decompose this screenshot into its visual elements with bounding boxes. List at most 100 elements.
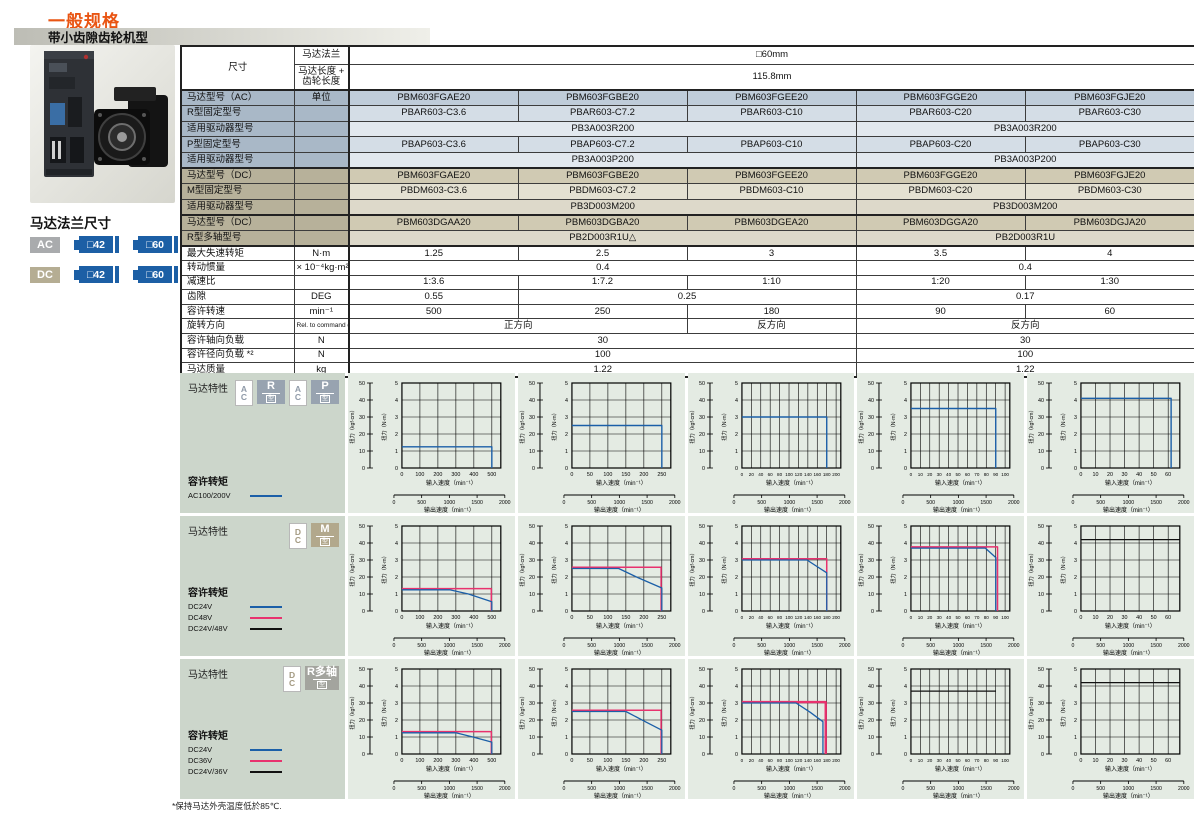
- spec-row: P型固定型号 PBAP603-C3.6 PBAP603-C7.2 PBAP603-C1…: [180, 136, 1194, 153]
- outer-y-tick-label: 0: [532, 609, 535, 615]
- inner-y-axis-label: 扭力（N·m）: [889, 553, 897, 584]
- spec-cell: PBM603FGBE20: [517, 166, 688, 185]
- inner-y-tick-label: 2: [1074, 718, 1077, 724]
- input-speed-tick-label: 200: [832, 472, 840, 477]
- input-speed-tick-label: 0: [910, 615, 913, 620]
- voltage-badge-letter: C: [240, 392, 248, 402]
- inner-y-tick-label: 3: [565, 558, 568, 564]
- outer-y-tick-label: 20: [699, 432, 705, 438]
- outer-y-axis-label: 扭力（kgf·cm）: [1027, 407, 1035, 443]
- input-speed-tick-label: 250: [657, 615, 666, 621]
- output-speed-tick-label: 0: [902, 643, 905, 649]
- outer-y-tick-label: 30: [699, 415, 705, 421]
- spec-table: 尺寸 马达法兰 □60mm 马达长度 + 齿轮长度 115.8mm 马达型号（A…: [180, 45, 1194, 379]
- outer-y-tick-label: 10: [868, 592, 874, 598]
- torque-legend-title: 容许转矩: [188, 731, 228, 742]
- input-speed-tick-label: 150: [621, 472, 630, 478]
- outer-y-tick-label: 40: [699, 398, 705, 404]
- inner-y-tick-label: 4: [735, 398, 738, 404]
- voltage-badge-letter: C: [294, 535, 302, 545]
- input-speed-tick-label: 60: [767, 615, 773, 620]
- spec-cell: PBM603FGAE20: [348, 166, 519, 185]
- inner-y-axis-label: 扭力（N·m）: [720, 410, 728, 441]
- input-speed-tick-label: 20: [928, 472, 934, 477]
- input-speed-tick-label: 80: [984, 472, 990, 477]
- outer-y-tick-label: 40: [529, 684, 535, 690]
- outer-y-tick-label: 0: [362, 752, 365, 758]
- motor-type-sub: 型: [319, 538, 330, 547]
- inner-y-tick-label: 2: [1074, 575, 1077, 581]
- output-speed-tick-label: 0: [562, 786, 565, 792]
- input-speed-tick-label: 140: [804, 472, 812, 477]
- inner-y-tick-label: 5: [395, 381, 398, 387]
- outer-y-tick-label: 30: [1038, 558, 1044, 564]
- header-flange-value: □60mm: [347, 45, 1194, 65]
- chart-cell: 0 10 20 30 40 50 扭力（kgf·cm） 扭力（N·m） 0 1 2 3 4 5 0 20 40 6…: [688, 516, 855, 657]
- spec-cell: PB2D003R1U△: [348, 229, 857, 247]
- input-speed-axis-label: 输入速度（min⁻¹）: [1105, 479, 1156, 487]
- inner-y-axis-label: 扭力（N·m）: [889, 696, 897, 727]
- inner-y-tick-label: 1: [735, 735, 738, 741]
- output-speed-axis-label: 输出速度（min⁻¹）: [764, 649, 815, 656]
- outer-y-tick-label: 0: [532, 466, 535, 472]
- outer-y-tick-label: 30: [359, 415, 365, 421]
- output-speed-tick-label: 1500: [641, 786, 653, 792]
- motor-type-sub: 型: [265, 395, 276, 404]
- output-speed-tick-label: 500: [1097, 643, 1106, 649]
- input-speed-tick-label: 120: [794, 758, 802, 763]
- chart-cell: 0 10 20 30 40 50 扭力（kgf·cm） 扭力（N·m） 0 1 2 3 4 5 0 20 40 6…: [688, 373, 855, 514]
- output-speed-tick-label: 2000: [1008, 786, 1020, 792]
- outer-y-tick-label: 0: [871, 609, 874, 615]
- chart-cell: 0 10 20 30 40 50 扭力（kgf·cm） 扭力（N·m） 0 1 2 3 4 5 0 10 20 3…: [857, 516, 1025, 657]
- spec-row-unit: [293, 105, 350, 122]
- outer-y-axis-label: 扭力（kgf·cm）: [857, 693, 865, 729]
- inner-y-tick-label: 2: [395, 432, 398, 438]
- torque-curve: [401, 589, 493, 611]
- input-speed-axis-label: 输入速度（min⁻¹）: [596, 479, 647, 487]
- spec-cell: 0.17: [855, 289, 1194, 305]
- inner-y-tick-label: 5: [565, 381, 568, 387]
- outer-y-tick-label: 0: [702, 752, 705, 758]
- input-speed-axis-label: 输入速度（min⁻¹）: [596, 622, 647, 630]
- motor-characteristics-label: 马达特性: [188, 384, 228, 395]
- motor-type-letter: R: [267, 379, 275, 392]
- outer-y-tick-label: 20: [1038, 718, 1044, 724]
- spec-cell: PBAR603-C30: [1024, 105, 1194, 122]
- spec-cell: PB3A003P200: [348, 151, 857, 169]
- input-speed-tick-label: 70: [975, 615, 981, 620]
- output-speed-tick-label: 2000: [1008, 500, 1020, 506]
- spec-cell: PBDM603-C10: [686, 183, 857, 200]
- outer-y-tick-label: 20: [699, 718, 705, 724]
- spec-row-unit: min⁻¹: [293, 303, 350, 320]
- input-speed-tick-label: 400: [469, 615, 478, 621]
- input-speed-tick-label: 180: [822, 615, 830, 620]
- outer-y-tick-label: 0: [702, 609, 705, 615]
- output-speed-tick-label: 0: [1072, 643, 1075, 649]
- input-speed-axis-label: 输入速度（min⁻¹）: [935, 622, 986, 630]
- plot-border: [1080, 382, 1181, 469]
- output-speed-axis-label: 输出速度（min⁻¹）: [933, 792, 984, 799]
- motor-type-badge: R多轴型: [305, 666, 339, 690]
- flange-size-value: □60: [138, 266, 172, 283]
- outer-y-tick-label: 40: [868, 684, 874, 690]
- outer-y-tick-label: 20: [1038, 432, 1044, 438]
- input-speed-tick-label: 100: [785, 615, 793, 620]
- inner-y-axis-label: 扭力（N·m）: [550, 553, 558, 584]
- output-speed-tick-label: 1500: [1151, 500, 1163, 506]
- spec-row-label: 容许轴向负载: [180, 333, 295, 349]
- output-speed-tick-label: 0: [902, 500, 905, 506]
- spec-row-label: 转动惯量: [180, 260, 295, 276]
- input-speed-tick-label: 100: [415, 758, 424, 764]
- spec-cell: PBAR603-C7.2: [517, 105, 688, 122]
- spec-cell: PBAR603-C3.6: [348, 105, 519, 122]
- input-speed-tick-label: 250: [657, 758, 666, 764]
- chart-row-label-cell: 马达特性 D C R多轴型容许转矩 DC24V DC36V DC24V/36V: [180, 659, 345, 799]
